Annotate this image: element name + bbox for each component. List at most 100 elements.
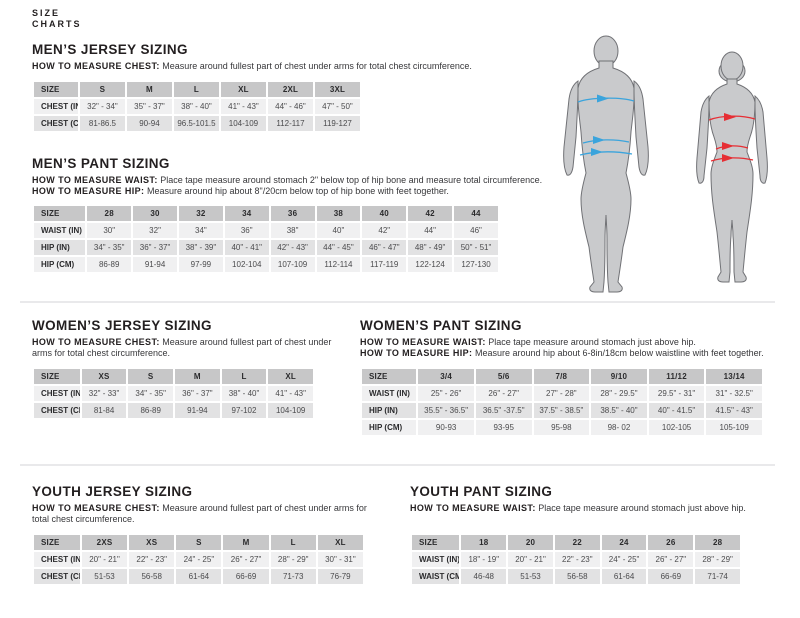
male-silhouette [563,35,649,293]
howto-line: HOW TO MEASURE WAIST: Place tape measure… [410,503,770,514]
table-row: HIP (IN) 34" - 35" 36" - 37" 38" - 39" 40" -… [34,240,498,255]
size-header-label: SIZE [34,206,86,221]
size-column-header: 2XS [81,535,128,550]
row-label: HIP (IN) [362,403,417,418]
howto-text: Measure around fullest part of chest und… [32,337,332,358]
size-column-header: 44 [454,206,498,221]
table-row: HIP (IN) 35.5" - 36.5" 36.5" -37.5" 37.5" -… [362,403,762,418]
size-value-cell: 51-53 [508,569,553,584]
row-label: CHEST (IN) [34,552,80,567]
size-value-cell: 50" - 51" [454,240,498,255]
female-body [708,78,756,283]
size-value-cell: 104-109 [268,403,313,418]
row-label: CHEST (CM) [34,116,78,131]
size-column-header: XS [129,535,175,550]
size-value-cell: 71-74 [695,569,740,584]
size-value-cell: 38" [270,223,315,238]
section-title: YOUTH PANT SIZING [410,484,553,499]
size-value-cell: 41" - 43" [220,99,266,114]
size-value-cell: 61-64 [176,569,222,584]
size-header-label: SIZE [34,369,80,384]
size-column-header: L [173,82,219,97]
size-column-header: 5/6 [475,369,532,384]
size-value-cell: 26" - 27" [223,552,269,567]
size-value-cell: 105-109 [706,420,762,435]
size-column-header: L [270,535,316,550]
table-header-row: SIZE 3/4 5/6 7/8 9/10 11/12 13/14 [362,369,762,384]
row-label: HIP (IN) [34,240,86,255]
size-value-cell: 56-58 [129,569,175,584]
male-waist-measure-arrow [582,139,630,144]
table-header-row: SIZE 28 30 32 34 36 38 40 42 44 [34,206,498,221]
table-row: HIP (CM) 86-89 91-94 97-99 102-104 107-109 112… [34,257,498,272]
table-row: HIP (CM) 90-93 93-95 95-98 98- 02 102-105 105-… [362,420,762,435]
howto-label: HOW TO MEASURE WAIST: [32,175,158,185]
size-value-cell: 86-89 [87,257,132,272]
size-column-header: 42 [408,206,453,221]
size-column-header: 20 [508,535,553,550]
size-value-cell: 24" - 25" [176,552,222,567]
size-column-header: 36 [270,206,315,221]
male-body [577,60,635,293]
size-value-cell: 104-109 [220,116,266,131]
female-head [720,51,744,81]
size-value-cell: 42" - 43" [270,240,315,255]
section-womens-pant: WOMEN’S PANT SIZING HOW TO MEASURE WAIST… [360,318,800,437]
size-value-cell: 90-94 [126,116,172,131]
mens-pant-size-table: SIZE 28 30 32 34 36 38 40 42 44 WAIST (IN) 30" 32" 34… [32,204,500,274]
section-title: WOMEN’S JERSEY SIZING [32,318,212,333]
row-label: WAIST (CM) [412,569,460,584]
size-value-cell: 44" - 46" [267,99,313,114]
howto-line: HOW TO MEASURE CHEST: Measure around ful… [32,337,332,359]
size-value-cell: 40" [316,223,361,238]
size-value-cell: 44" - 45" [316,240,361,255]
size-header-label: SIZE [412,535,460,550]
table-header-row: SIZE XS S M L XL [34,369,313,384]
female-waist-arrowhead-icon [722,142,734,150]
howto-label: HOW TO MEASURE HIP: [32,186,145,196]
female-right-arm [754,94,768,184]
size-value-cell: 98- 02 [591,420,647,435]
size-value-cell: 34" - 35" [87,240,132,255]
size-column-header: 28 [695,535,740,550]
size-value-cell: 26" - 27" [648,552,694,567]
size-value-cell: 71-73 [270,569,316,584]
size-value-cell: 46" [454,223,498,238]
table-row: WAIST (IN) 30" 32" 34" 36" 38" 40" 42" 44" 46" [34,223,498,238]
size-column-header: 13/14 [706,369,762,384]
size-value-cell: 46" - 47" [362,240,407,255]
youth-pant-size-table: SIZE 18 20 22 24 26 28 WAIST (IN) 18" - 19" 20" -… [410,533,742,586]
row-label: WAIST (IN) [362,386,417,401]
size-value-cell: 47" - 50" [314,99,360,114]
size-column-header: 3/4 [418,369,474,384]
size-value-cell: 41" - 43" [268,386,313,401]
size-header-label: SIZE [362,369,417,384]
howto-line: HOW TO MEASURE WAIST: Place tape measure… [360,337,800,359]
size-column-header: 18 [461,535,507,550]
size-value-cell: 102-104 [224,257,269,272]
size-column-header: 38 [316,206,361,221]
row-label: HIP (CM) [362,420,417,435]
size-value-cell: 46-48 [461,569,507,584]
table-row: WAIST (IN) 18" - 19" 20" - 21" 22" - 23" 24"… [412,552,740,567]
size-value-cell: 32" - 33" [81,386,127,401]
howto-text: Place tape measure around stomach just a… [538,503,746,513]
size-value-cell: 30" [87,223,132,238]
male-waist-arrowhead-icon [593,136,605,144]
size-value-cell: 38" - 40" [173,99,219,114]
section-title: MEN’S JERSEY SIZING [32,42,188,57]
youth-jersey-size-table: SIZE 2XS XS S M L XL CHEST (IN) 20" - 21" 22" - 2… [32,533,365,586]
section-title: MEN’S PANT SIZING [32,156,170,171]
size-column-header: 40 [362,206,407,221]
size-value-cell: 34" - 35" [128,386,174,401]
size-column-header: 22 [554,535,600,550]
size-value-cell: 96.5-101.5 [173,116,219,131]
size-value-cell: 44" [408,223,453,238]
howto-line: HOW TO MEASURE CHEST: Measure around ful… [32,61,472,72]
howto-label: HOW TO MEASURE CHEST: [32,503,160,513]
size-value-cell: 24" - 25" [601,552,647,567]
size-value-cell: 97-102 [221,403,267,418]
size-column-header: 24 [601,535,647,550]
